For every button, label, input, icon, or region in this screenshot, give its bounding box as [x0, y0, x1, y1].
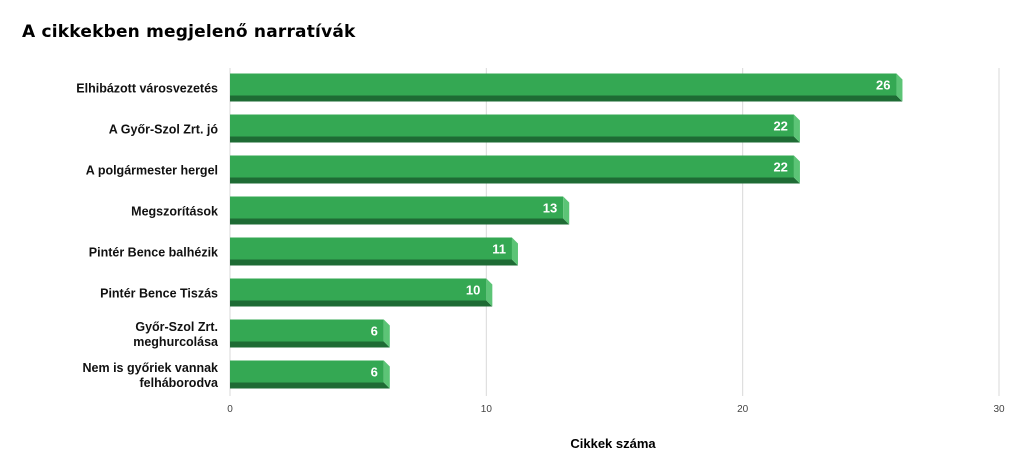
x-axis-title: Cikkek száma [570, 436, 656, 451]
data-label: 22 [773, 160, 787, 175]
category-label: A Győr-Szol Zrt. jó [109, 123, 219, 137]
bar-face [230, 278, 487, 301]
bar-side [563, 196, 570, 225]
bar-face [230, 114, 794, 137]
x-tick-label: 20 [737, 404, 749, 415]
data-label: 6 [371, 324, 378, 339]
bar: 26 [230, 73, 903, 102]
data-label: 6 [371, 365, 378, 380]
data-label: 13 [543, 201, 557, 216]
bar-shadow [230, 136, 800, 143]
x-tick-label: 0 [227, 404, 233, 415]
bar-side [486, 278, 493, 307]
category-label: Nem is győriek vannak felháborodva [83, 361, 220, 390]
bar-face [230, 360, 384, 383]
bars: 26 22 22 13 11 10 6 6 [230, 73, 903, 389]
bar-face [230, 237, 512, 260]
bar-face [230, 319, 384, 342]
bar-shadow [230, 341, 390, 348]
bar: 13 [230, 196, 570, 225]
data-label: 10 [466, 283, 480, 298]
bar-shadow [230, 259, 518, 266]
category-label: Győr-Szol Zrt. meghurcolása [133, 320, 219, 349]
category-label: Megszorítások [131, 205, 218, 219]
bar: 6 [230, 319, 390, 348]
chart-title: A cikkekben megjelenő narratívák [22, 22, 356, 42]
bar-shadow [230, 95, 903, 102]
bar-side [383, 360, 390, 389]
category-label: Pintér Bence Tiszás [100, 287, 218, 301]
category-labels: Elhibázott városvezetés A Győr-Szol Zrt. … [76, 82, 219, 391]
x-tick-labels: 0 10 20 30 [227, 404, 1005, 415]
bar-shadow [230, 382, 390, 389]
bar: 22 [230, 155, 800, 184]
bar: 6 [230, 360, 390, 389]
bar-shadow [230, 177, 800, 184]
bar-shadow [230, 300, 493, 307]
x-tick-label: 10 [481, 404, 493, 415]
x-tick-label: 30 [993, 404, 1005, 415]
bar: 22 [230, 114, 800, 143]
data-label: 22 [773, 119, 787, 134]
bar-face [230, 155, 794, 178]
bar: 10 [230, 278, 493, 307]
bar-face [230, 196, 564, 219]
bar-side [383, 319, 390, 348]
category-label: Pintér Bence balhézik [89, 246, 218, 260]
bar: 11 [230, 237, 518, 266]
bar-face [230, 73, 897, 96]
data-label: 26 [876, 78, 890, 93]
category-label: A polgármester hergel [86, 164, 218, 178]
category-label: Elhibázott városvezetés [76, 82, 218, 96]
bar-side [793, 155, 800, 184]
bar-side [896, 73, 903, 102]
data-label: 11 [492, 242, 506, 257]
bar-side [793, 114, 800, 143]
bar-side [511, 237, 518, 266]
bar-shadow [230, 218, 570, 225]
